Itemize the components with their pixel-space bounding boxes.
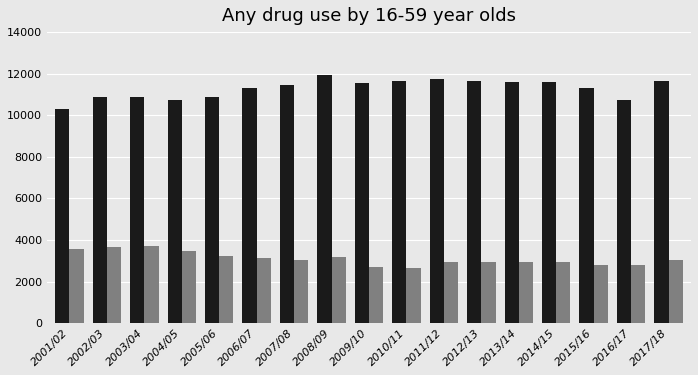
Title: Any drug use by 16-59 year olds: Any drug use by 16-59 year olds bbox=[222, 7, 516, 25]
Bar bbox=[654, 81, 669, 323]
Bar bbox=[318, 75, 332, 323]
Bar bbox=[579, 88, 594, 323]
Bar bbox=[430, 79, 444, 323]
Bar bbox=[205, 96, 219, 323]
Bar bbox=[594, 265, 608, 323]
Bar bbox=[168, 100, 181, 323]
Bar bbox=[669, 260, 683, 323]
Bar bbox=[130, 96, 144, 323]
Bar bbox=[332, 256, 346, 323]
Bar bbox=[107, 248, 121, 323]
Bar bbox=[355, 83, 369, 323]
Bar bbox=[369, 267, 383, 323]
Bar bbox=[631, 265, 646, 323]
Bar bbox=[181, 252, 196, 323]
Bar bbox=[242, 88, 257, 323]
Bar bbox=[556, 262, 570, 323]
Bar bbox=[280, 85, 294, 323]
Bar bbox=[482, 262, 496, 323]
Bar bbox=[144, 246, 158, 323]
Bar bbox=[257, 258, 271, 323]
Bar bbox=[519, 262, 533, 323]
Bar bbox=[406, 268, 421, 323]
Bar bbox=[444, 262, 458, 323]
Bar bbox=[467, 81, 482, 323]
Bar bbox=[93, 96, 107, 323]
Bar bbox=[617, 100, 631, 323]
Bar bbox=[69, 249, 84, 323]
Bar bbox=[219, 256, 233, 323]
Bar bbox=[542, 82, 556, 323]
Bar bbox=[55, 109, 69, 323]
Bar bbox=[392, 81, 406, 323]
Bar bbox=[505, 82, 519, 323]
Bar bbox=[294, 260, 309, 323]
